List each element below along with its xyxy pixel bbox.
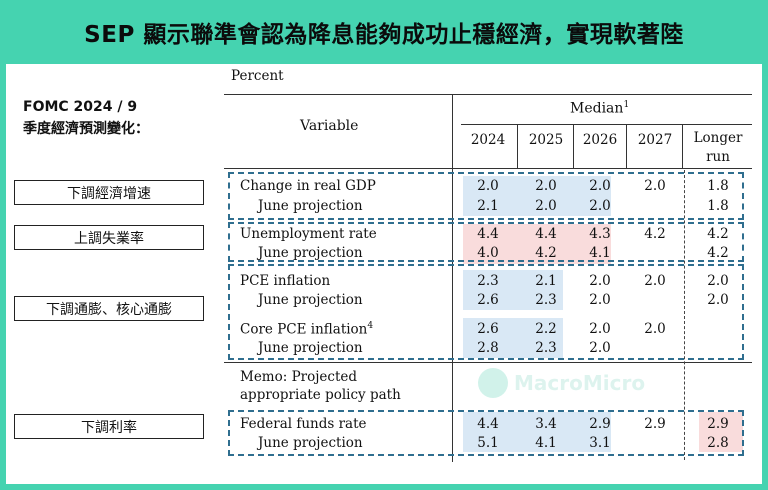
value-cell: 5.1 bbox=[477, 435, 499, 451]
dashed-box-inflation bbox=[228, 264, 744, 360]
value-cell: 2.1 bbox=[477, 198, 499, 214]
value-cell: 1.8 bbox=[707, 178, 729, 194]
value-cell: 2.0 bbox=[535, 198, 557, 214]
median-underline bbox=[461, 124, 752, 125]
year-2025: 2025 bbox=[528, 132, 564, 148]
left-panel-title: FOMC 2024 / 9 季度經濟預測變化： bbox=[23, 96, 149, 140]
value-cell: 2.3 bbox=[535, 292, 557, 308]
row-label: June projection bbox=[258, 435, 363, 451]
value-cell: 2.6 bbox=[477, 292, 499, 308]
value-cell: 2.0 bbox=[589, 340, 611, 356]
year-2026: 2026 bbox=[582, 132, 618, 148]
value-cell: 4.2 bbox=[535, 245, 557, 261]
row-label: June projection bbox=[258, 340, 363, 356]
value-cell: 2.9 bbox=[589, 416, 611, 432]
highlight-pce bbox=[463, 270, 563, 310]
value-cell: 2.8 bbox=[707, 435, 729, 451]
highlight-unemployment bbox=[463, 224, 611, 264]
value-cell: 2.9 bbox=[644, 416, 666, 432]
value-cell: 2.0 bbox=[477, 178, 499, 194]
value-cell: 2.8 bbox=[477, 340, 499, 356]
value-cell: 2.3 bbox=[477, 273, 499, 289]
row-label: June projection bbox=[258, 198, 363, 214]
banner-title: SEP 顯示聯準會認為降息能夠成功止穩經濟，實現軟著陸 bbox=[84, 22, 684, 48]
header-divider-4 bbox=[682, 124, 683, 168]
label-box-gdp: 下調經濟增速 bbox=[14, 180, 204, 205]
variable-column-divider bbox=[452, 94, 453, 462]
value-cell: 4.2 bbox=[707, 245, 729, 261]
longer-run-header-line2: run bbox=[706, 149, 730, 165]
dashed-box-unemployment bbox=[228, 222, 744, 262]
value-cell: 2.0 bbox=[589, 178, 611, 194]
highlight-fed-longer-run bbox=[699, 412, 743, 452]
value-cell: 2.0 bbox=[535, 178, 557, 194]
row-label: Change in real GDP bbox=[240, 178, 376, 194]
median-header: Median1 bbox=[570, 100, 630, 117]
row-label: PCE inflation bbox=[240, 273, 331, 289]
value-cell: 2.9 bbox=[707, 416, 729, 432]
value-cell: 2.6 bbox=[477, 321, 499, 337]
value-cell: 2.0 bbox=[707, 292, 729, 308]
value-cell: 2.0 bbox=[589, 198, 611, 214]
title-banner: SEP 顯示聯準會認為降息能夠成功止穩經濟，實現軟著陸 bbox=[0, 0, 768, 64]
value-cell: 4.4 bbox=[477, 226, 499, 242]
left-title-line2: 季度經濟預測變化： bbox=[23, 121, 149, 137]
value-cell: 2.2 bbox=[535, 321, 557, 337]
value-cell: 3.1 bbox=[589, 435, 611, 451]
table-top-rule bbox=[224, 94, 752, 95]
value-cell: 4.4 bbox=[535, 226, 557, 242]
value-cell: 1.8 bbox=[707, 198, 729, 214]
header-divider-2 bbox=[573, 124, 574, 168]
value-cell: 2.1 bbox=[535, 273, 557, 289]
row-label: Core PCE inflation4 bbox=[240, 321, 374, 338]
memo-top-rule bbox=[224, 362, 752, 363]
row-label: June projection bbox=[258, 245, 363, 261]
unit-label: Percent bbox=[231, 68, 284, 84]
value-cell: 2.0 bbox=[644, 178, 666, 194]
value-cell: 4.1 bbox=[589, 245, 611, 261]
memo-line2: appropriate policy path bbox=[240, 387, 401, 403]
value-cell: 4.4 bbox=[477, 416, 499, 432]
label-box-rate: 下調利率 bbox=[14, 414, 204, 439]
value-cell: 2.0 bbox=[589, 321, 611, 337]
longer-run-header-line1: Longer bbox=[693, 130, 743, 146]
value-cell: 4.1 bbox=[535, 435, 557, 451]
header-bottom-rule bbox=[224, 168, 752, 169]
value-cell: 2.0 bbox=[644, 321, 666, 337]
row-label: Federal funds rate bbox=[240, 416, 367, 432]
dashed-box-gdp bbox=[228, 172, 744, 220]
left-title-line1: FOMC 2024 / 9 bbox=[23, 99, 138, 115]
row-label: June projection bbox=[258, 292, 363, 308]
highlight-gdp bbox=[463, 176, 611, 216]
watermark-text: MacroMicro bbox=[514, 371, 646, 395]
value-cell: 2.0 bbox=[644, 273, 666, 289]
longer-run-dashed-divider bbox=[684, 170, 685, 460]
value-cell: 4.3 bbox=[589, 226, 611, 242]
year-2027: 2027 bbox=[637, 132, 673, 148]
highlight-core-pce bbox=[463, 318, 563, 358]
header-divider-3 bbox=[626, 124, 627, 168]
year-2024: 2024 bbox=[470, 132, 506, 148]
value-cell: 2.0 bbox=[589, 292, 611, 308]
macromicro-logo-icon bbox=[478, 368, 508, 398]
label-box-inflation: 下調通膨、核心通膨 bbox=[14, 296, 204, 321]
label-box-unemployment: 上調失業率 bbox=[14, 225, 204, 250]
highlight-fed-funds bbox=[463, 412, 611, 452]
value-cell: 3.4 bbox=[535, 416, 557, 432]
value-cell: 4.2 bbox=[707, 226, 729, 242]
dashed-box-fed-funds bbox=[228, 410, 744, 456]
value-cell: 2.3 bbox=[535, 340, 557, 356]
value-cell: 2.0 bbox=[707, 273, 729, 289]
value-cell: 4.2 bbox=[644, 226, 666, 242]
header-divider-1 bbox=[517, 124, 518, 168]
watermark: MacroMicro bbox=[478, 368, 645, 398]
variable-header: Variable bbox=[300, 118, 359, 134]
value-cell: 4.0 bbox=[477, 245, 499, 261]
value-cell: 2.0 bbox=[589, 273, 611, 289]
memo-line1: Memo: Projected bbox=[240, 369, 358, 385]
row-label: Unemployment rate bbox=[240, 226, 377, 242]
